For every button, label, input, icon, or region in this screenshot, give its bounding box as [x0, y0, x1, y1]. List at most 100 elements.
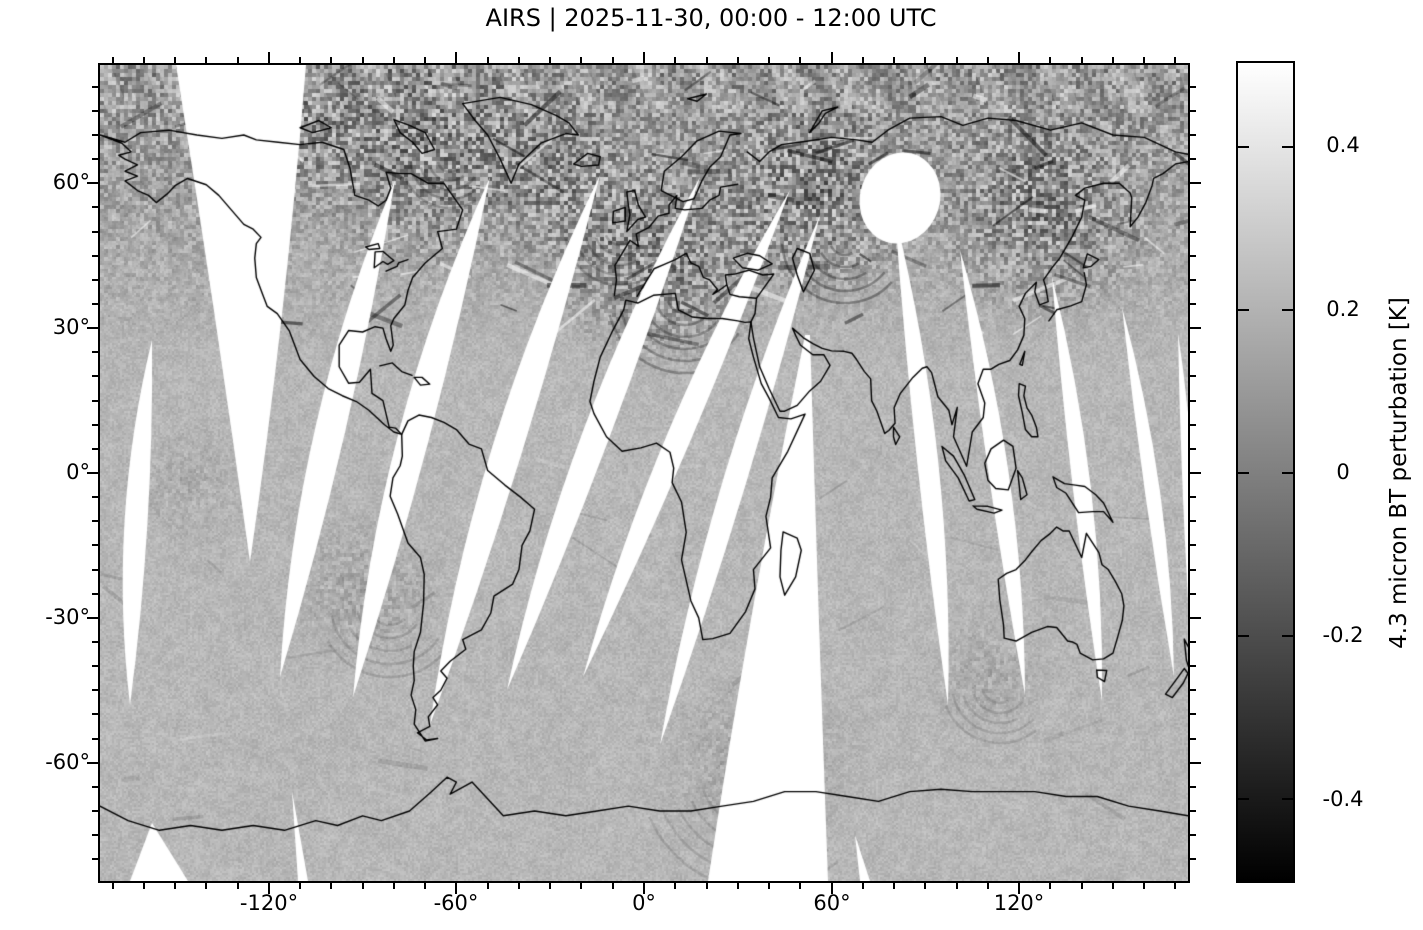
y-minor-tick — [92, 158, 98, 160]
y-minor-tick — [92, 496, 98, 498]
x-minor-tick — [518, 57, 520, 63]
y-minor-tick — [1190, 786, 1196, 788]
x-tick-label: -60° — [433, 891, 479, 915]
x-major-tick — [455, 52, 457, 63]
colorbar-axis-label: 4.3 micron BT perturbation [K] — [1386, 297, 1412, 649]
y-minor-tick — [1190, 375, 1196, 377]
x-minor-tick — [706, 883, 708, 889]
colorbar-tick — [1282, 635, 1293, 637]
x-minor-tick — [580, 883, 582, 889]
x-major-tick — [268, 52, 270, 63]
x-minor-tick — [362, 883, 364, 889]
y-minor-tick — [1190, 569, 1196, 571]
x-major-tick — [455, 883, 457, 894]
y-tick-label: -60° — [45, 750, 90, 774]
x-major-tick — [268, 883, 270, 894]
x-minor-tick — [330, 57, 332, 63]
x-minor-tick — [299, 883, 301, 889]
x-minor-tick — [1049, 57, 1051, 63]
y-minor-tick — [92, 351, 98, 353]
y-minor-tick — [92, 738, 98, 740]
y-minor-tick — [92, 665, 98, 667]
colorbar-tick — [1238, 309, 1249, 311]
y-minor-tick — [92, 255, 98, 257]
x-major-tick — [831, 883, 833, 894]
x-minor-tick — [362, 57, 364, 63]
x-minor-tick — [674, 883, 676, 889]
x-minor-tick — [674, 57, 676, 63]
x-minor-tick — [1143, 883, 1145, 889]
y-minor-tick — [92, 400, 98, 402]
y-major-tick — [87, 472, 98, 474]
x-minor-tick — [237, 883, 239, 889]
x-minor-tick — [143, 57, 145, 63]
x-minor-tick — [518, 883, 520, 889]
x-minor-tick — [299, 57, 301, 63]
x-minor-tick — [893, 883, 895, 889]
x-minor-tick — [1049, 883, 1051, 889]
y-major-tick — [1190, 472, 1201, 474]
colorbar-tick-label: 0 — [1336, 460, 1350, 484]
y-major-tick — [1190, 617, 1201, 619]
y-minor-tick — [92, 231, 98, 233]
y-tick-label: 60° — [52, 170, 90, 194]
x-minor-tick — [1143, 57, 1145, 63]
y-tick-label: 30° — [52, 315, 90, 339]
x-minor-tick — [112, 883, 114, 889]
map-plot-area — [98, 63, 1190, 883]
x-tick-label: 120° — [993, 891, 1045, 915]
x-major-tick — [643, 52, 645, 63]
y-major-tick — [1190, 182, 1201, 184]
y-minor-tick — [92, 424, 98, 426]
x-minor-tick — [862, 57, 864, 63]
y-minor-tick — [1190, 665, 1196, 667]
x-major-tick — [1018, 883, 1020, 894]
y-major-tick — [87, 617, 98, 619]
x-minor-tick — [205, 883, 207, 889]
y-minor-tick — [1190, 303, 1196, 305]
x-minor-tick — [112, 57, 114, 63]
x-minor-tick — [956, 57, 958, 63]
colorbar-tick — [1282, 472, 1293, 474]
x-minor-tick — [612, 883, 614, 889]
y-minor-tick — [92, 110, 98, 112]
x-minor-tick — [205, 57, 207, 63]
figure-title: AIRS | 2025-11-30, 00:00 - 12:00 UTC — [485, 4, 937, 32]
y-minor-tick — [1190, 158, 1196, 160]
y-minor-tick — [1190, 641, 1196, 643]
x-tick-label: 60° — [813, 891, 851, 915]
y-major-tick — [1190, 327, 1201, 329]
y-minor-tick — [1190, 593, 1196, 595]
map-canvas — [100, 65, 1188, 881]
colorbar-tick — [1238, 472, 1249, 474]
x-minor-tick — [893, 57, 895, 63]
y-major-tick — [87, 327, 98, 329]
x-minor-tick — [737, 883, 739, 889]
x-minor-tick — [862, 883, 864, 889]
x-minor-tick — [393, 57, 395, 63]
y-minor-tick — [1190, 351, 1196, 353]
x-minor-tick — [487, 883, 489, 889]
y-minor-tick — [1190, 544, 1196, 546]
y-minor-tick — [92, 569, 98, 571]
y-minor-tick — [1190, 206, 1196, 208]
y-minor-tick — [1190, 858, 1196, 860]
colorbar-tick-label: 0.2 — [1326, 297, 1360, 321]
colorbar-tick-label: -0.2 — [1322, 623, 1364, 647]
x-minor-tick — [1112, 57, 1114, 63]
y-major-tick — [87, 182, 98, 184]
y-minor-tick — [1190, 400, 1196, 402]
x-minor-tick — [424, 883, 426, 889]
x-minor-tick — [549, 57, 551, 63]
y-minor-tick — [92, 375, 98, 377]
x-minor-tick — [1174, 57, 1176, 63]
x-minor-tick — [987, 883, 989, 889]
y-minor-tick — [92, 134, 98, 136]
x-minor-tick — [549, 883, 551, 889]
x-major-tick — [1018, 52, 1020, 63]
x-minor-tick — [956, 883, 958, 889]
x-minor-tick — [487, 57, 489, 63]
y-minor-tick — [1190, 424, 1196, 426]
x-minor-tick — [924, 57, 926, 63]
